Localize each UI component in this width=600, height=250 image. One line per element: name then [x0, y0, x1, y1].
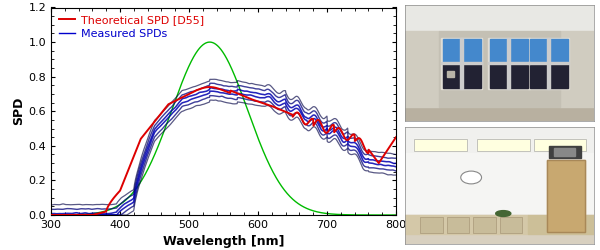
- Bar: [530, 39, 568, 63]
- Bar: [560, 30, 594, 107]
- Bar: [508, 38, 510, 89]
- X-axis label: Wavelength [nm]: Wavelength [nm]: [163, 236, 284, 248]
- Ellipse shape: [496, 210, 511, 216]
- Bar: [547, 160, 584, 232]
- Circle shape: [461, 171, 482, 184]
- Bar: [405, 30, 439, 107]
- Bar: [446, 71, 454, 77]
- Bar: [415, 139, 467, 151]
- Bar: [548, 146, 581, 158]
- Bar: [439, 30, 560, 107]
- Bar: [533, 139, 586, 151]
- Bar: [490, 39, 528, 63]
- Bar: [477, 139, 530, 151]
- Bar: [441, 38, 482, 89]
- Bar: [443, 64, 481, 88]
- Bar: [446, 217, 469, 233]
- Bar: [405, 128, 594, 153]
- Bar: [554, 148, 575, 156]
- Bar: [547, 160, 584, 232]
- Bar: [528, 215, 594, 234]
- Bar: [420, 217, 443, 233]
- Bar: [460, 38, 463, 89]
- Bar: [477, 139, 530, 151]
- Bar: [547, 38, 550, 89]
- Bar: [473, 217, 496, 233]
- Bar: [528, 62, 569, 64]
- Bar: [415, 139, 467, 151]
- Bar: [499, 217, 522, 233]
- Bar: [488, 38, 530, 89]
- Bar: [405, 107, 594, 121]
- FancyBboxPatch shape: [405, 5, 594, 121]
- Bar: [528, 38, 569, 89]
- Y-axis label: SPD: SPD: [13, 97, 26, 126]
- Bar: [405, 215, 594, 244]
- Bar: [488, 62, 530, 64]
- Legend: Theoretical SPD [D55], Measured SPDs: Theoretical SPD [D55], Measured SPDs: [56, 13, 206, 41]
- Bar: [441, 62, 482, 64]
- Bar: [405, 5, 594, 30]
- Bar: [490, 64, 528, 88]
- Bar: [533, 139, 586, 151]
- Bar: [405, 153, 594, 215]
- Bar: [405, 215, 528, 234]
- Bar: [443, 39, 481, 63]
- Bar: [530, 64, 568, 88]
